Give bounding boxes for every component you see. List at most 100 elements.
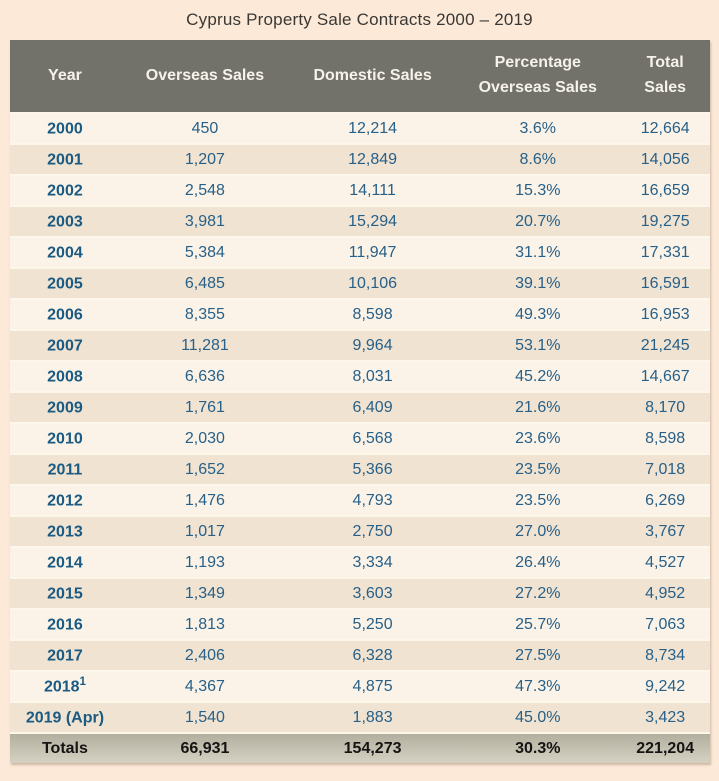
table-row: 2007 11,281 9,964 53.1% 21,245 [10,329,710,361]
footnote-marker: 1 [79,676,86,689]
overseas-sales-cell: 3,981 [119,205,290,237]
overseas-sales-cell: 4,367 [119,670,290,702]
percentage-cell: 23.6% [455,422,621,454]
table-row: 2013 1,017 2,750 27.0% 3,767 [10,515,710,547]
overseas-sales-cell: 1,652 [119,453,290,485]
total-sales-cell: 12,664 [620,112,710,144]
overseas-sales-cell: 6,485 [119,267,290,299]
percentage-cell: 53.1% [455,329,621,361]
year-cell: 2009 [10,391,120,423]
year-cell: 2007 [10,329,120,361]
total-sales-cell: 16,659 [620,174,710,206]
percentage-cell: 27.0% [455,515,621,547]
total-sales-cell: 16,953 [620,298,710,330]
percentage-cell: 25.7% [455,608,621,640]
overseas-sales-cell: 1,017 [119,515,290,547]
page-title: Cyprus Property Sale Contracts 2000 – 20… [186,10,533,29]
domestic-sales-cell: 12,849 [289,143,456,175]
overseas-sales-cell: 450 [119,112,290,144]
domestic-sales-cell: 9,964 [289,329,456,361]
domestic-sales-cell: 3,334 [289,546,456,578]
header-row: Year Overseas Sales Domestic Sales Perce… [10,40,710,113]
year-cell: 2006 [10,298,120,330]
year-cell: 2004 [10,236,120,268]
percentage-cell: 45.2% [455,360,621,392]
totals-domestic-sales: 154,273 [289,732,456,763]
domestic-sales-cell: 6,409 [289,391,456,423]
overseas-sales-cell: 2,548 [119,174,290,206]
percentage-cell: 23.5% [455,453,621,485]
total-sales-cell: 19,275 [620,205,710,237]
overseas-sales-cell: 2,406 [119,639,290,671]
year-cell: 2013 [10,515,120,547]
table-row: 2014 1,193 3,334 26.4% 4,527 [10,546,710,578]
table-row: 2008 6,636 8,031 45.2% 14,667 [10,360,710,392]
column-header-percentage-overseas-sales: Percentage Overseas Sales [455,40,621,113]
table-row: 2016 1,813 5,250 25.7% 7,063 [10,608,710,640]
domestic-sales-cell: 11,947 [289,236,456,268]
year-cell: 2002 [10,174,120,206]
year-cell: 2014 [10,546,120,578]
table-row: 2002 2,548 14,111 15.3% 16,659 [10,174,710,206]
percentage-cell: 27.2% [455,577,621,609]
total-sales-cell: 4,527 [620,546,710,578]
table-row: 2015 1,349 3,603 27.2% 4,952 [10,577,710,609]
totals-total-sales: 221,204 [620,732,710,763]
domestic-sales-cell: 14,111 [289,174,456,206]
table-row: 2004 5,384 11,947 31.1% 17,331 [10,236,710,268]
total-sales-cell: 14,667 [620,360,710,392]
year-cell: 2001 [10,143,120,175]
year-cell: 2019 (Apr) [10,701,120,733]
column-header-total-sales: Total Sales [620,40,710,113]
overseas-sales-cell: 1,540 [119,701,290,733]
domestic-sales-cell: 4,793 [289,484,456,516]
percentage-cell: 45.0% [455,701,621,733]
total-sales-cell: 9,242 [620,670,710,702]
domestic-sales-cell: 6,568 [289,422,456,454]
percentage-cell: 3.6% [455,112,621,144]
domestic-sales-cell: 5,250 [289,608,456,640]
totals-overseas-sales: 66,931 [119,732,290,763]
overseas-sales-cell: 1,349 [119,577,290,609]
domestic-sales-cell: 1,883 [289,701,456,733]
percentage-cell: 31.1% [455,236,621,268]
total-sales-cell: 16,591 [620,267,710,299]
table-header: Year Overseas Sales Domestic Sales Perce… [10,40,710,113]
total-sales-cell: 14,056 [620,143,710,175]
totals-label: Totals [10,732,120,763]
year-cell: 2003 [10,205,120,237]
percentage-cell: 39.1% [455,267,621,299]
percentage-cell: 26.4% [455,546,621,578]
percentage-cell: 27.5% [455,639,621,671]
total-sales-cell: 7,018 [620,453,710,485]
domestic-sales-cell: 6,328 [289,639,456,671]
total-sales-cell: 21,245 [620,329,710,361]
percentage-cell: 23.5% [455,484,621,516]
year-cell: 2008 [10,360,120,392]
percentage-cell: 47.3% [455,670,621,702]
domestic-sales-cell: 12,214 [289,112,456,144]
table-row: 2012 1,476 4,793 23.5% 6,269 [10,484,710,516]
overseas-sales-cell: 1,813 [119,608,290,640]
domestic-sales-cell: 4,875 [289,670,456,702]
table-row: 2019 (Apr) 1,540 1,883 45.0% 3,423 [10,701,710,733]
year-cell: 2016 [10,608,120,640]
year-cell: 2005 [10,267,120,299]
year-cell: 2012 [10,484,120,516]
total-sales-cell: 3,423 [620,701,710,733]
totals-percentage: 30.3% [455,732,621,763]
table-body: 2000 450 12,214 3.6% 12,664 2001 1,207 1… [10,112,710,733]
year-cell: 2017 [10,639,120,671]
overseas-sales-cell: 2,030 [119,422,290,454]
table-row: 2000 450 12,214 3.6% 12,664 [10,112,710,144]
total-sales-cell: 8,170 [620,391,710,423]
year-cell: 2000 [10,112,120,144]
table-row: 2006 8,355 8,598 49.3% 16,953 [10,298,710,330]
percentage-cell: 20.7% [455,205,621,237]
table-row: 2017 2,406 6,328 27.5% 8,734 [10,639,710,671]
total-sales-cell: 3,767 [620,515,710,547]
total-sales-cell: 17,331 [620,236,710,268]
table-row: 2003 3,981 15,294 20.7% 19,275 [10,205,710,237]
column-header-overseas-sales: Overseas Sales [119,40,290,113]
